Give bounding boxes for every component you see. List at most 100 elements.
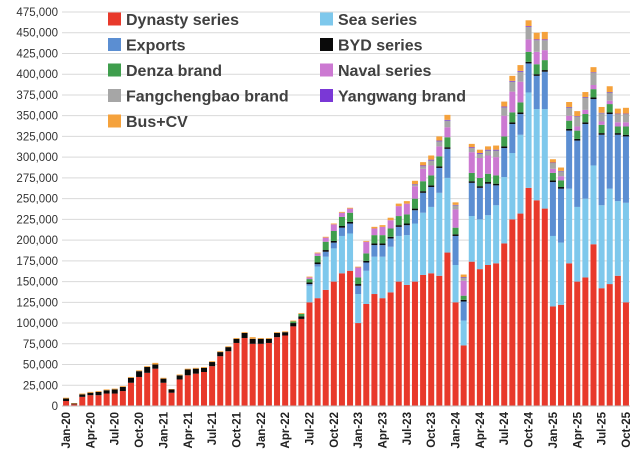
bar-segment <box>460 295 467 300</box>
bar-segment <box>160 377 167 379</box>
y-tick-label: 0 <box>52 401 58 413</box>
bar-segment <box>574 116 581 127</box>
legend-label: Yangwang brand <box>338 89 466 106</box>
y-tick-label: 450,000 <box>16 28 58 40</box>
bar-segment <box>79 394 86 397</box>
bar-segment <box>566 101 573 107</box>
bar-segment <box>533 64 540 75</box>
bar-segment <box>598 133 605 135</box>
bar-segment <box>379 226 386 236</box>
bar-segment <box>541 109 548 209</box>
bar-segment <box>582 277 589 406</box>
y-tick-label: 200,000 <box>16 235 58 247</box>
bar-segment <box>517 134 524 214</box>
bar-segment <box>468 172 475 182</box>
bar-segment <box>549 172 556 181</box>
bar-segment <box>501 115 508 137</box>
bar-segment <box>371 294 378 406</box>
y-tick-label: 100,000 <box>16 318 58 330</box>
bar-segment <box>533 74 540 76</box>
x-tick-label: Jan-22 <box>256 412 268 448</box>
x-tick-label: Oct-24 <box>524 411 536 447</box>
bar-segment <box>460 274 467 278</box>
bar-segment <box>200 371 208 406</box>
bar-segment <box>501 146 508 149</box>
bar-segment <box>533 51 540 65</box>
bar-segment <box>444 114 451 120</box>
bar-segment <box>403 203 410 215</box>
bar-segment <box>79 396 86 406</box>
bar-segment <box>541 70 548 72</box>
bar-segment <box>420 192 427 213</box>
bar-segment <box>558 167 565 171</box>
bar-segment <box>590 67 597 73</box>
bar-segment <box>371 226 378 229</box>
bar-segment <box>136 370 143 372</box>
legend-swatch <box>320 63 333 77</box>
bar-segment <box>411 198 418 209</box>
bar-segment <box>484 146 492 150</box>
bar-segment <box>95 391 102 396</box>
bar-segment <box>436 136 443 141</box>
bar-segment <box>509 75 516 81</box>
bar-segment <box>87 392 94 396</box>
bar-segment <box>330 230 337 241</box>
bar-segment <box>509 153 516 220</box>
y-tick-label: 350,000 <box>16 111 58 123</box>
bar-segment <box>338 273 345 406</box>
bar-segment <box>363 240 370 242</box>
bar-segment <box>217 352 224 357</box>
bar-segment <box>355 323 362 406</box>
bar-segment <box>525 63 532 93</box>
bar-segment <box>460 320 467 346</box>
bar-segment <box>200 367 208 372</box>
bar-segment <box>549 168 556 173</box>
bar-segment <box>233 338 240 343</box>
bar-segment <box>338 216 345 227</box>
bar-segment <box>501 243 508 406</box>
x-tick-label: Jan-21 <box>158 411 170 448</box>
bar-segment <box>403 214 410 224</box>
bar-segment <box>306 285 313 303</box>
bar-segment <box>184 368 191 370</box>
bar-segment <box>330 281 337 406</box>
bar-segment <box>403 235 410 285</box>
bar-segment <box>282 331 289 333</box>
bar-segment <box>622 136 629 203</box>
bar-segment <box>533 75 540 110</box>
bar-segment <box>136 376 143 406</box>
bar-segment <box>87 391 94 393</box>
bar-segment <box>468 152 475 173</box>
bar-segment <box>501 136 508 147</box>
bar-segment <box>525 26 532 27</box>
bar-segment <box>387 246 394 293</box>
bar-segment <box>322 237 329 242</box>
bar-segment <box>452 302 459 406</box>
x-tick-label: Jul-25 <box>597 411 609 445</box>
bar-segment <box>395 203 402 207</box>
bar-segment <box>590 244 597 406</box>
bar-segment <box>192 367 199 369</box>
bar-segment <box>403 284 410 406</box>
bar-segment <box>192 373 199 406</box>
bar-segment <box>484 155 492 174</box>
bar-segment <box>444 147 451 149</box>
bar-segment <box>533 200 540 406</box>
bar-segment <box>306 277 313 280</box>
bar-segment <box>484 150 492 156</box>
bar-segment <box>468 261 475 406</box>
bar-segment <box>420 212 427 275</box>
bar-segment <box>574 140 581 207</box>
bar-segment <box>395 235 402 282</box>
bar-segment <box>476 269 483 406</box>
bar-segment <box>598 205 605 289</box>
legend-label: Sea series <box>338 12 417 29</box>
bar-segment <box>363 253 370 261</box>
bar-segment <box>460 277 467 278</box>
bars <box>63 20 629 406</box>
bar-segment <box>265 338 272 343</box>
bar-segment <box>403 225 410 236</box>
bar-segment <box>558 188 565 243</box>
bar-segment <box>379 256 386 299</box>
bar-segment <box>493 183 500 186</box>
